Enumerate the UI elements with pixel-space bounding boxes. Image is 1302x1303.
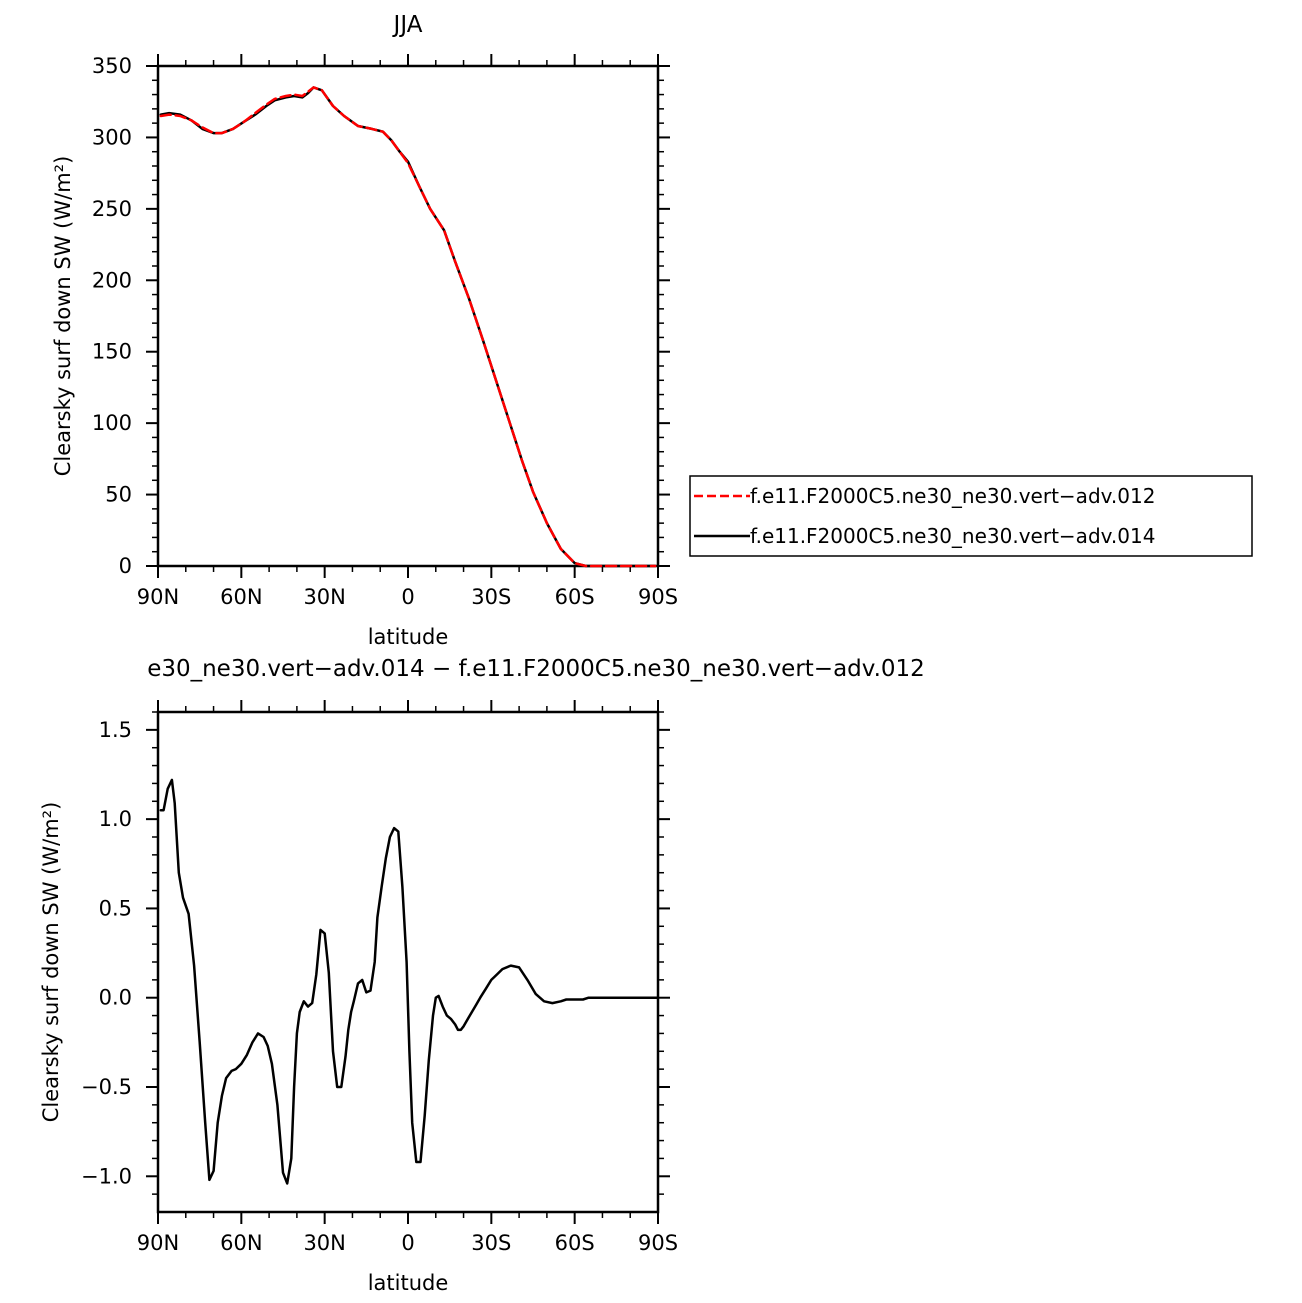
bottom-x-tick-label: 0 [401,1231,414,1255]
top-x-tick-label: 30S [471,585,511,609]
legend-entry-012: f.e11.F2000C5.ne30_ne30.vert−adv.012 [750,484,1155,508]
top-plot-area: 90N 60N 30N 0 30S 60S 90S 0 50 100 150 200 250 300 350 [92,54,678,609]
bottom-x-tick-label: 60N [220,1231,262,1255]
bottom-y-axis-label: Clearsky surf down SW (W/m²) [39,802,63,1123]
bottom-series-line-0 [159,778,660,1185]
top-y-tick-label: 150 [92,340,132,364]
bottom-chart-title: e30_ne30.vert−adv.014 − f.e11.F2000C5.ne… [147,656,925,682]
top-y-tick-label: 300 [92,125,132,149]
bottom-plot-area: 90N 60N 30N 0 30S 60S 90S −1.0 −0.5 0.0 0.5 1.0 1.5 [81,700,678,1255]
top-y-tick-label: 0 [119,554,132,578]
top-y-tick-label: 200 [92,268,132,292]
bottom-chart-panel: e30_ne30.vert−adv.014 − f.e11.F2000C5.ne… [39,656,925,1295]
bottom-plot-frame [156,710,660,1214]
bottom-y-tick-label: −0.5 [81,1075,132,1099]
bottom-y-tick-label: 1.5 [99,718,132,742]
bottom-y-tick-label: 1.0 [99,807,132,831]
bottom-x-tick-label: 60S [555,1231,595,1255]
top-series-line-1 [159,86,657,568]
top-chart-title: JJA [392,12,423,38]
bottom-x-tick-label: 90N [137,1231,179,1255]
top-x-tick-label: 90N [137,585,179,609]
top-x-axis-label: latitude [368,625,449,649]
top-y-tick-label: 250 [92,197,132,221]
top-y-tick-label: 50 [105,483,132,507]
top-x-tick-label: 60S [555,585,595,609]
bottom-y-tick-label: 0.0 [99,986,132,1010]
bottom-y-tick-label: 0.5 [99,896,132,920]
top-x-tick-label: 0 [401,585,414,609]
top-series-line-0 [159,86,657,568]
top-x-tick-label: 90S [638,585,678,609]
bottom-x-tick-label: 30N [303,1231,345,1255]
bottom-x-tick-label: 30S [471,1231,511,1255]
bottom-y-tick-label: −1.0 [81,1164,132,1188]
legend-entry-014: f.e11.F2000C5.ne30_ne30.vert−adv.014 [750,524,1155,548]
top-y-tick-label: 350 [92,54,132,78]
top-y-tick-label: 100 [92,411,132,435]
legend: f.e11.F2000C5.ne30_ne30.vert−adv.012 f.e… [689,475,1253,557]
top-plot-frame [156,64,660,568]
top-y-axis-label: Clearsky surf down SW (W/m²) [51,156,75,477]
legend-box [689,475,1253,557]
bottom-x-tick-label: 90S [638,1231,678,1255]
top-x-tick-label: 30N [303,585,345,609]
top-chart-panel: JJA 90N 60N 30N 0 30S 60S 90S 0 50 100 150 200 250 30… [51,12,1253,649]
bottom-x-axis-label: latitude [368,1271,449,1295]
top-x-tick-label: 60N [220,585,262,609]
